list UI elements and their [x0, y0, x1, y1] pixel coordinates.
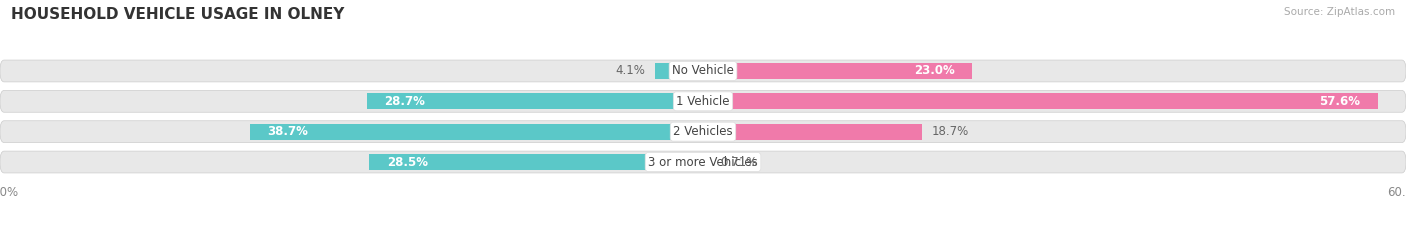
- Bar: [703, 154, 711, 170]
- Text: 57.6%: 57.6%: [1319, 95, 1361, 108]
- Bar: [703, 93, 1378, 109]
- Text: HOUSEHOLD VEHICLE USAGE IN OLNEY: HOUSEHOLD VEHICLE USAGE IN OLNEY: [11, 7, 344, 22]
- Text: 38.7%: 38.7%: [267, 125, 308, 138]
- FancyBboxPatch shape: [0, 121, 1406, 143]
- Bar: [703, 63, 973, 79]
- Bar: [368, 154, 703, 170]
- Text: 18.7%: 18.7%: [932, 125, 969, 138]
- Text: 3 or more Vehicles: 3 or more Vehicles: [648, 155, 758, 168]
- Text: Source: ZipAtlas.com: Source: ZipAtlas.com: [1284, 7, 1395, 17]
- Bar: [249, 124, 703, 140]
- FancyBboxPatch shape: [0, 90, 1406, 112]
- Text: 2 Vehicles: 2 Vehicles: [673, 125, 733, 138]
- FancyBboxPatch shape: [0, 151, 1406, 173]
- Text: 1 Vehicle: 1 Vehicle: [676, 95, 730, 108]
- Text: 0.71%: 0.71%: [721, 155, 758, 168]
- Bar: [655, 63, 703, 79]
- Text: 28.7%: 28.7%: [384, 95, 425, 108]
- Text: 23.0%: 23.0%: [914, 65, 955, 78]
- Bar: [703, 124, 922, 140]
- FancyBboxPatch shape: [0, 60, 1406, 82]
- Bar: [367, 93, 703, 109]
- Text: 28.5%: 28.5%: [387, 155, 427, 168]
- Text: No Vehicle: No Vehicle: [672, 65, 734, 78]
- Text: 4.1%: 4.1%: [616, 65, 645, 78]
